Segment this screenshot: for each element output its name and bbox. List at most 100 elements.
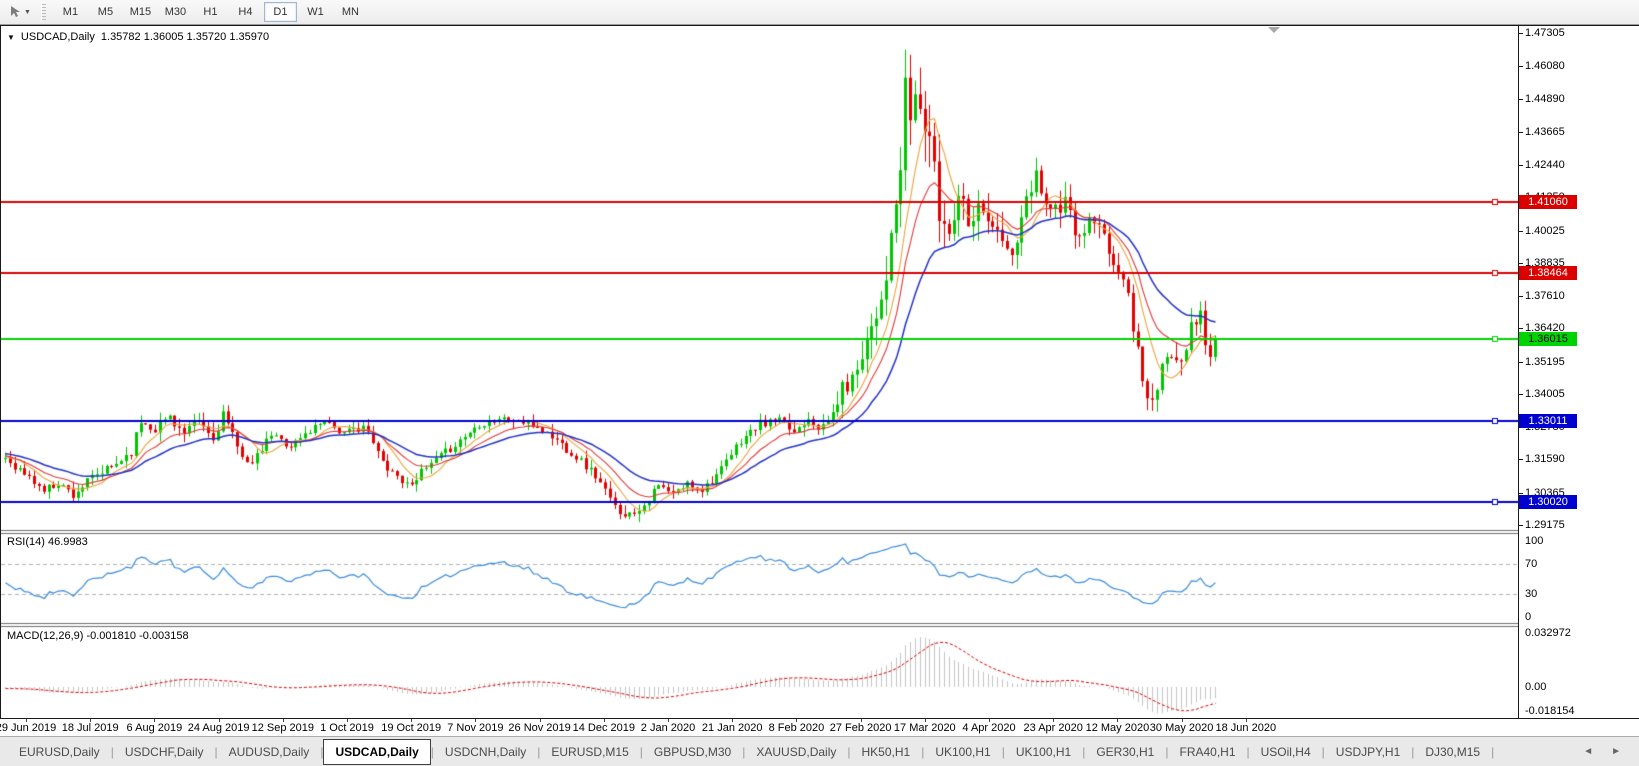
date-axis-label: 17 Mar 2020 <box>893 722 956 734</box>
chart-window-border-left <box>0 25 1 718</box>
price-axis-tick-mark <box>1519 98 1523 100</box>
timeframe-button-w1[interactable]: W1 <box>307 6 324 18</box>
date-axis-tick-mark <box>1117 719 1119 722</box>
tab-separator: | <box>921 744 925 759</box>
tab-separator: | <box>1165 744 1169 759</box>
date-axis-label: 30 May 2020 <box>1149 722 1214 734</box>
chart-canvas[interactable] <box>1 26 1518 718</box>
tab-scroll-left-icon[interactable]: ◄ <box>1583 746 1594 757</box>
date-axis-label: 2 Jan 2020 <box>640 722 696 734</box>
price-axis-tick-label: 1.35195 <box>1525 355 1565 368</box>
date-axis-tick-mark <box>732 719 734 722</box>
price-axis-tick-mark <box>1519 230 1523 232</box>
price-axis: 1.473051.460801.448901.436651.424401.412… <box>1518 26 1639 718</box>
date-axis-tick-mark <box>668 719 669 722</box>
macd-pane-label: MACD(12,26,9) -0.001810 -0.003158 <box>7 630 189 642</box>
macd-axis-tick-label: 0.032972 <box>1525 627 1571 640</box>
tab-xauusd-daily[interactable]: XAUUSD,Daily <box>756 744 837 759</box>
price-axis-tick-mark <box>1519 492 1523 494</box>
tab-eurusd-daily[interactable]: EURUSD,Daily <box>19 744 100 759</box>
tab-hk50-h1[interactable]: HK50,H1 <box>861 744 911 759</box>
tab-usdcad-daily[interactable]: USDCAD,Daily <box>323 738 431 765</box>
date-axis-label: 21 Jan 2020 <box>701 722 763 734</box>
hline-price-label: 1.38464 <box>1519 265 1577 280</box>
timeframe-button-m30[interactable]: M30 <box>164 6 187 18</box>
date-axis-label: 29 Jun 2019 <box>0 722 57 734</box>
date-axis-tick-mark <box>796 719 798 722</box>
date-axis-tick-mark <box>1053 719 1055 722</box>
rsi-axis-tick-label: 0 <box>1525 611 1532 623</box>
timeframe-button-mn[interactable]: MN <box>341 6 359 18</box>
tab-eurusd-m15[interactable]: EURUSD,M15 <box>551 744 629 759</box>
date-axis-tick-mark <box>989 719 990 722</box>
chart-tab-bar: EURUSD,Daily | USDCHF,Daily | AUDUSD,Daily | U… <box>0 736 1639 766</box>
timeframe-button-m5[interactable]: M5 <box>97 6 114 18</box>
tab-audusd-daily[interactable]: AUDUSD,Daily <box>228 744 310 759</box>
price-axis-tick-label: 1.44890 <box>1525 92 1565 105</box>
price-axis-tick-mark <box>1519 66 1523 68</box>
date-axis-label: 6 Aug 2019 <box>126 722 183 734</box>
date-axis-tick-mark <box>347 719 348 722</box>
tab-usdjpy-h1[interactable]: USDJPY,H1 <box>1335 744 1401 759</box>
price-axis-tick-mark <box>1519 165 1523 167</box>
date-axis-tick-mark <box>603 719 605 722</box>
price-axis-tick-label: 1.38835 <box>1525 256 1565 269</box>
tab-separator: | <box>1246 744 1250 759</box>
tab-separator: | <box>742 744 746 759</box>
chart-cursor-icon[interactable] <box>8 5 22 19</box>
price-axis-tick-label: 1.29175 <box>1525 518 1565 531</box>
tab-uk100-h1[interactable]: UK100,H1 <box>935 744 991 759</box>
date-axis-tick-mark <box>218 719 220 722</box>
price-axis-tick-mark <box>1519 524 1523 526</box>
tab-scroll-right-icon[interactable]: ► <box>1611 746 1621 757</box>
tab-dj30-m15[interactable]: DJ30,M15 <box>1425 744 1481 759</box>
tab-separator: | <box>214 744 218 759</box>
date-axis-label: 4 Apr 2020 <box>962 722 1016 734</box>
price-axis-tick-label: 1.34005 <box>1525 387 1565 400</box>
rsi-axis-tick-label: 30 <box>1525 588 1538 601</box>
rsi-pane-label: RSI(14) 46.9983 <box>7 536 88 548</box>
date-axis-label: 1 Oct 2019 <box>320 722 374 734</box>
chart-menu-arrow-icon[interactable]: ▼ <box>7 32 15 42</box>
price-axis-tick-label: 1.31590 <box>1525 453 1565 466</box>
timeframe-button-m1[interactable]: M1 <box>62 6 79 18</box>
price-axis-tick-label: 1.36420 <box>1525 322 1565 335</box>
date-axis-label: 14 Dec 2019 <box>572 722 635 734</box>
price-axis-tick-label: 1.37610 <box>1525 290 1565 303</box>
timeframe-button-m15[interactable]: M15 <box>129 6 152 18</box>
date-axis-label: 18 Jul 2019 <box>61 722 119 734</box>
tab-gbpusd-m30[interactable]: GBPUSD,M30 <box>653 744 732 759</box>
price-axis-tick-label: 1.42440 <box>1525 159 1565 172</box>
price-axis-tick-mark <box>1519 262 1523 264</box>
tab-usdchf-daily[interactable]: USDCHF,Daily <box>124 744 204 759</box>
date-axis-tick-mark <box>924 719 926 722</box>
price-axis-tick-mark <box>1519 459 1523 461</box>
timeframe-button-h4[interactable]: H4 <box>238 6 253 18</box>
price-axis-tick-label: 1.47305 <box>1525 27 1565 39</box>
rsi-axis-tick-label: 70 <box>1525 557 1538 570</box>
date-axis-label: 8 Feb 2020 <box>768 722 825 734</box>
date-axis-tick-mark <box>90 719 92 722</box>
timeframe-button-h1[interactable]: H1 <box>203 6 218 18</box>
timeframe-button-d1[interactable]: D1 <box>263 2 297 22</box>
date-axis-label: 12 May 2020 <box>1085 722 1150 734</box>
tab-usdcnh-daily[interactable]: USDCNH,Daily <box>444 744 527 759</box>
tab-separator: | <box>1001 744 1005 759</box>
date-axis-tick-mark <box>411 719 413 722</box>
date-axis-label: 7 Nov 2019 <box>447 722 504 734</box>
cursor-tool-dropdown-icon[interactable]: ▼ <box>24 8 31 16</box>
tab-ger30-h1[interactable]: GER30,H1 <box>1096 744 1155 759</box>
date-axis-label: 27 Feb 2020 <box>829 722 892 734</box>
hline-price-label: 1.30020 <box>1519 495 1577 510</box>
chart-ohlc-values: 1.35782 1.36005 1.35720 1.35970 <box>100 31 270 43</box>
tab-usoil-h4[interactable]: USOil,H4 <box>1260 744 1311 759</box>
date-axis-tick-mark <box>1245 719 1247 722</box>
date-axis-label: 26 Nov 2019 <box>508 722 571 734</box>
tab-separator: | <box>1411 744 1415 759</box>
hline-price-label: 1.33011 <box>1519 413 1577 428</box>
tab-fra40-h1[interactable]: FRA40,H1 <box>1179 744 1236 759</box>
tab-separator: | <box>1321 744 1325 759</box>
price-axis-tick-mark <box>1519 393 1523 395</box>
tab-uk100-h1[interactable]: UK100,H1 <box>1015 744 1072 759</box>
date-axis-label: 24 Aug 2019 <box>187 722 250 734</box>
